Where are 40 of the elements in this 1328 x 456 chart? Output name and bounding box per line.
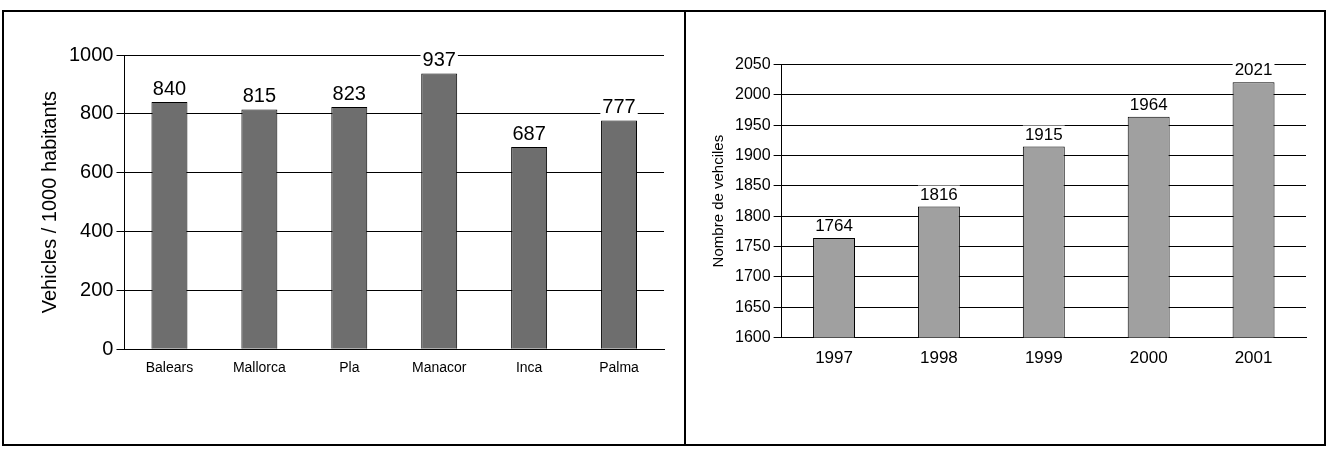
data-label: 2021 <box>1234 60 1273 80</box>
data-label: 1764 <box>815 216 853 236</box>
y-tick-label: 2050 <box>735 55 771 73</box>
x-tick-label: Mallorca <box>232 359 287 376</box>
x-tick-label: 1999 <box>1024 348 1063 368</box>
x-tick-label: Balears <box>145 359 194 376</box>
y-tick-label: 400 <box>80 219 114 242</box>
x-tick-label: 1998 <box>920 348 958 368</box>
data-label: 1816 <box>920 184 958 204</box>
y-tick-label: 200 <box>80 277 114 300</box>
y-tick-label: 1950 <box>735 115 771 133</box>
y-axis-title: Nombre de vehciles <box>709 134 727 268</box>
data-label: 1964 <box>1129 94 1168 114</box>
y-tick-label: 1750 <box>735 237 771 255</box>
y-tick-label: 1000 <box>68 42 114 65</box>
x-tick-label: Palma <box>599 359 640 376</box>
data-label: 823 <box>332 81 366 104</box>
x-tick-label: 2000 <box>1129 348 1168 368</box>
x-tick-label: 2001 <box>1234 348 1273 368</box>
data-label: 777 <box>602 95 636 118</box>
y-tick-label: 800 <box>80 101 114 124</box>
y-tick-label: 1800 <box>735 206 771 224</box>
y-tick-label: 2000 <box>735 85 771 103</box>
y-tick-label: 1700 <box>735 267 771 285</box>
data-label: 815 <box>242 83 277 106</box>
y-axis-title: Vehicles / 1000 habitants <box>37 90 60 314</box>
y-tick-label: 1850 <box>735 176 771 194</box>
y-tick-label: 1600 <box>735 328 771 346</box>
x-tick-label: Inca <box>515 359 543 376</box>
data-label: 840 <box>152 76 187 99</box>
data-label: 687 <box>512 121 546 144</box>
y-tick-label: 600 <box>80 160 114 183</box>
y-tick-label: 1650 <box>735 297 771 315</box>
x-tick-label: 1997 <box>815 348 853 368</box>
x-tick-label: Manacor <box>411 359 467 376</box>
data-label: 1915 <box>1024 124 1063 144</box>
y-tick-label: 0 <box>102 336 114 359</box>
x-tick-label: Pla <box>339 359 360 376</box>
y-tick-label: 1900 <box>735 146 771 164</box>
data-label: 937 <box>422 48 456 71</box>
